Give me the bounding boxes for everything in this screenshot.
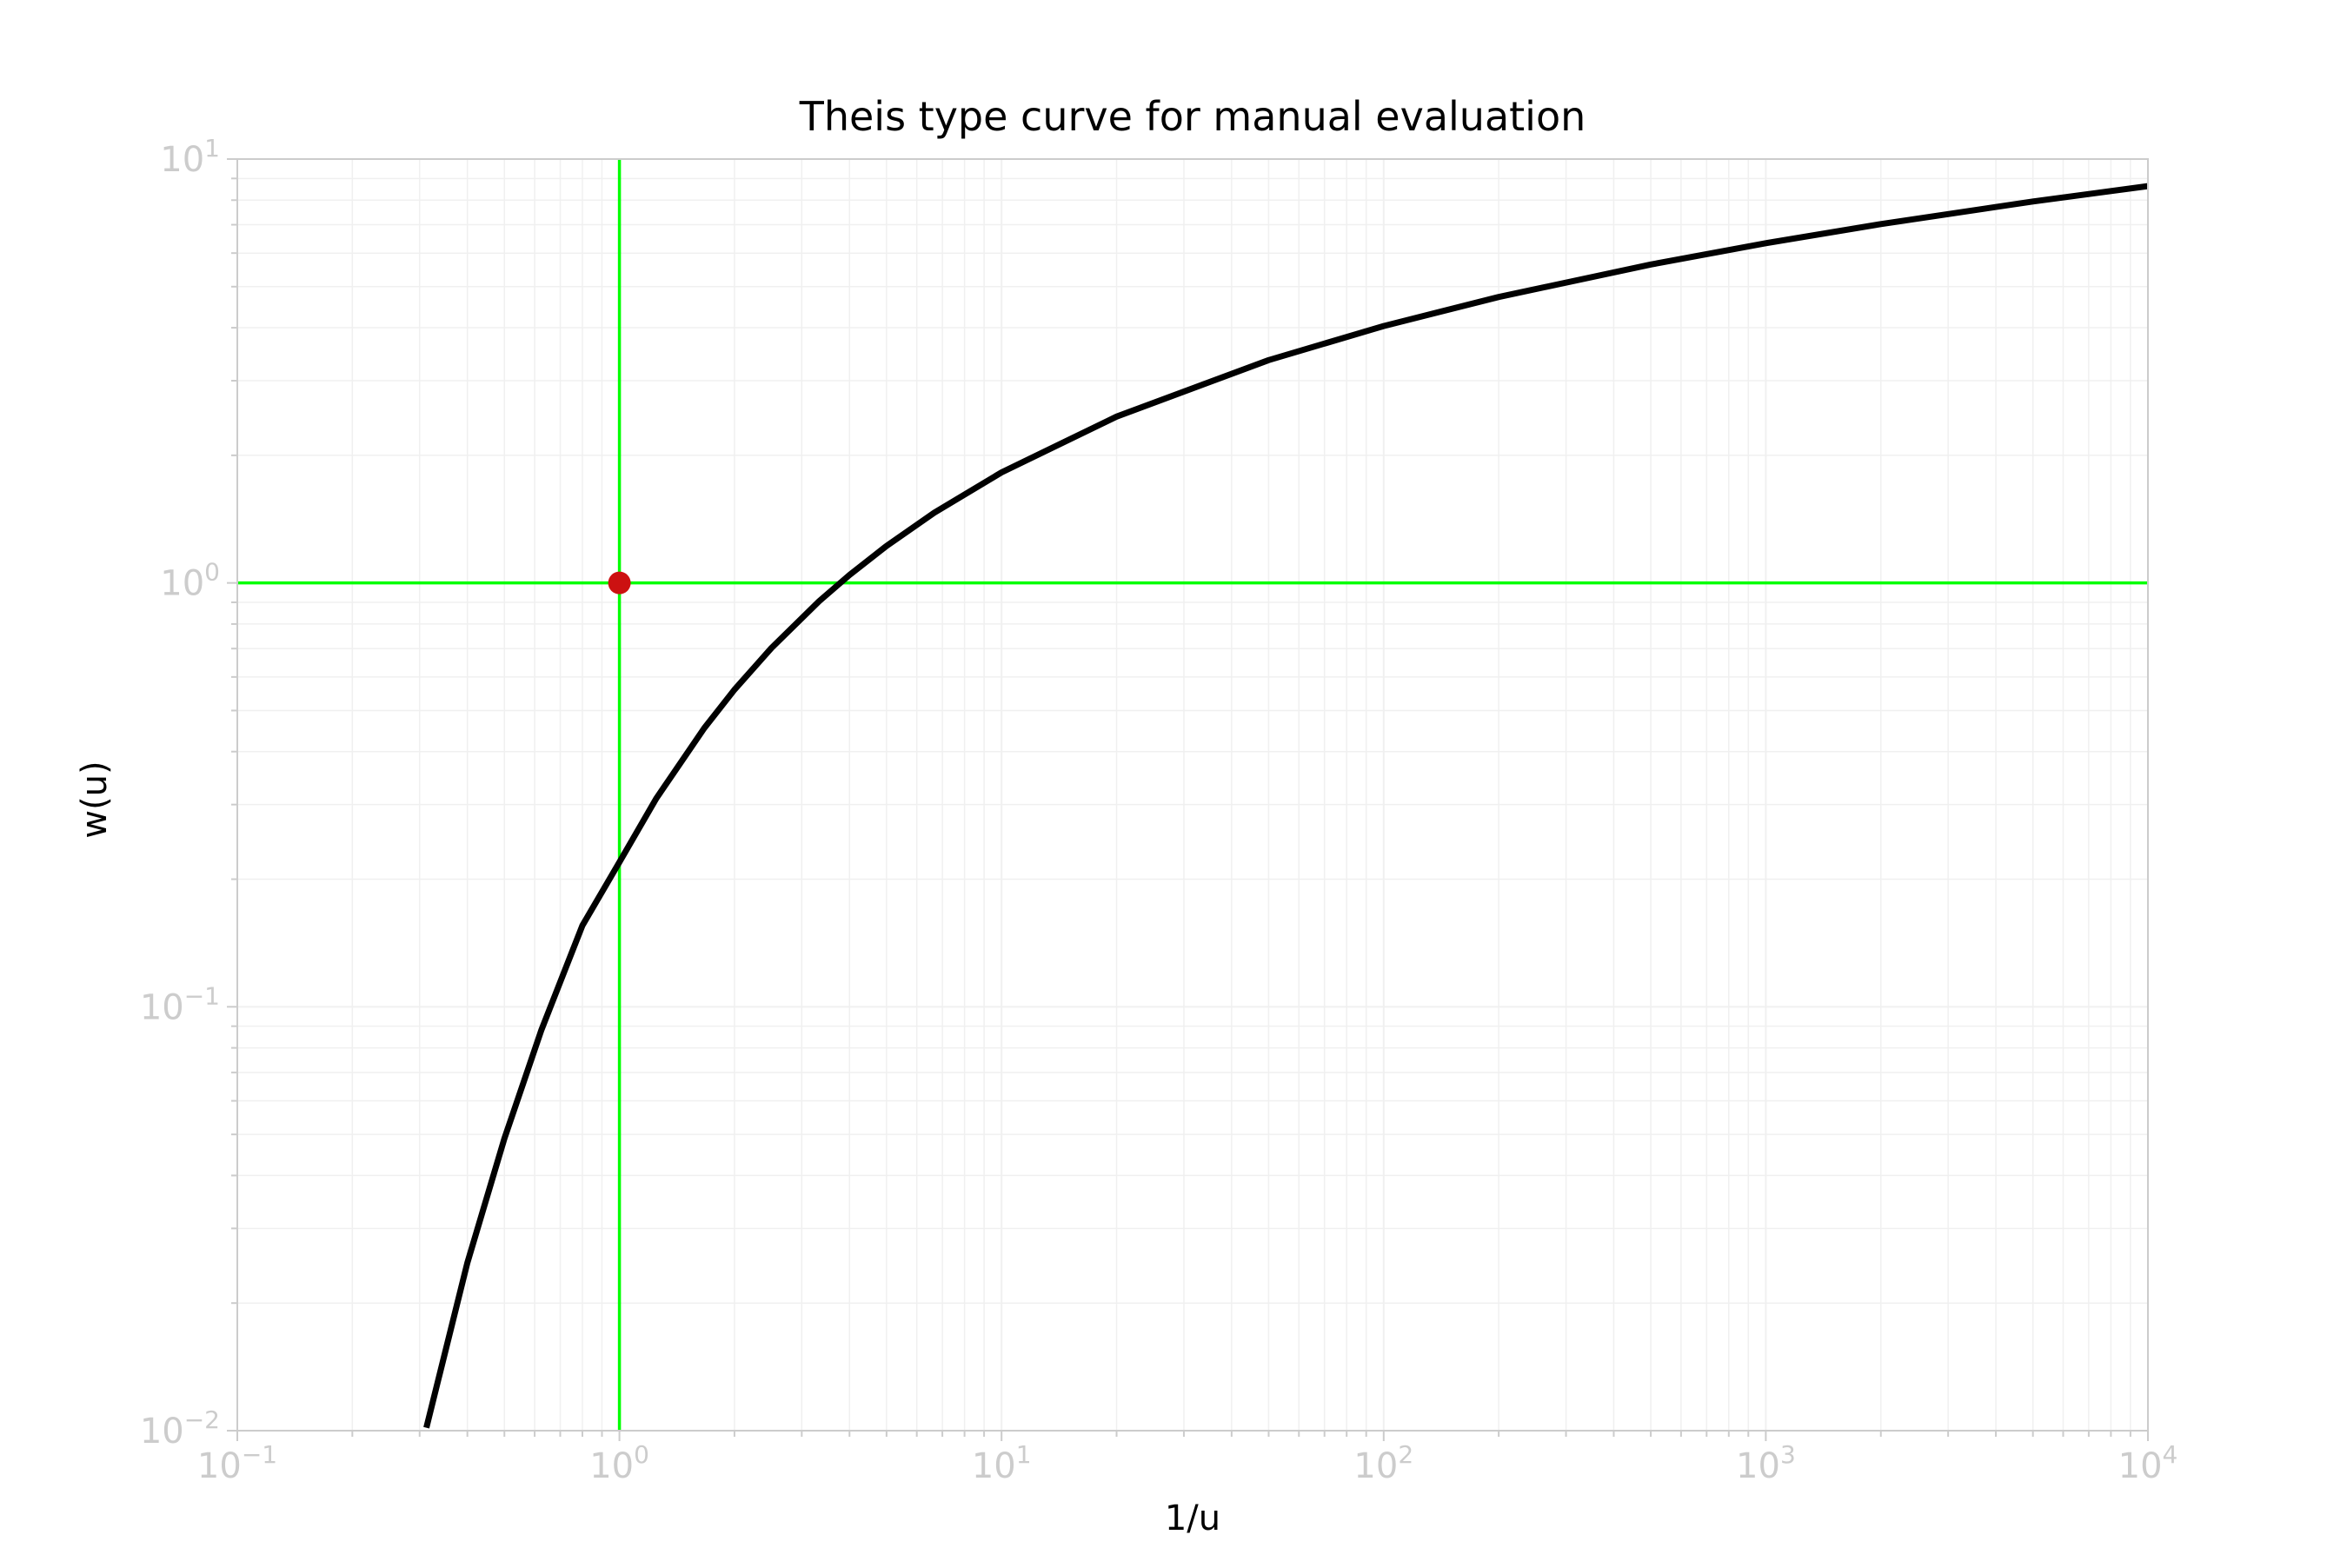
x-tick-label: 10−1 [197, 1440, 277, 1486]
match-point-marker [608, 571, 631, 595]
axis-ticks [227, 158, 2149, 1441]
plot-frame [236, 158, 2149, 1432]
y-axis-label: w(u) [75, 761, 115, 838]
x-tick-label: 104 [2118, 1440, 2178, 1486]
y-tick-label: 101 [160, 134, 220, 180]
y-tick-labels: 10−2 10−1 100 101 [140, 134, 220, 1452]
match-point-layer [608, 571, 631, 595]
chart-title: Theis type curve for manual evaluation [799, 93, 1586, 140]
x-tick-label: 102 [1353, 1440, 1413, 1486]
x-axis-label: 1/u [1165, 1498, 1220, 1538]
series-layer [423, 183, 2149, 1429]
x-tick-label: 101 [972, 1440, 1032, 1486]
x-tick-label: 100 [589, 1440, 649, 1486]
y-tick-label: 10−1 [140, 981, 220, 1027]
reference-lines [237, 159, 2148, 1431]
y-tick-label: 10−2 [140, 1405, 220, 1452]
x-tick-labels: 10−1 100 101 102 103 104 [197, 1440, 2177, 1486]
x-tick-label: 103 [1736, 1440, 1796, 1486]
y-tick-label: 100 [160, 558, 220, 604]
grid [236, 158, 2149, 1432]
series-line-0 [423, 183, 2149, 1429]
